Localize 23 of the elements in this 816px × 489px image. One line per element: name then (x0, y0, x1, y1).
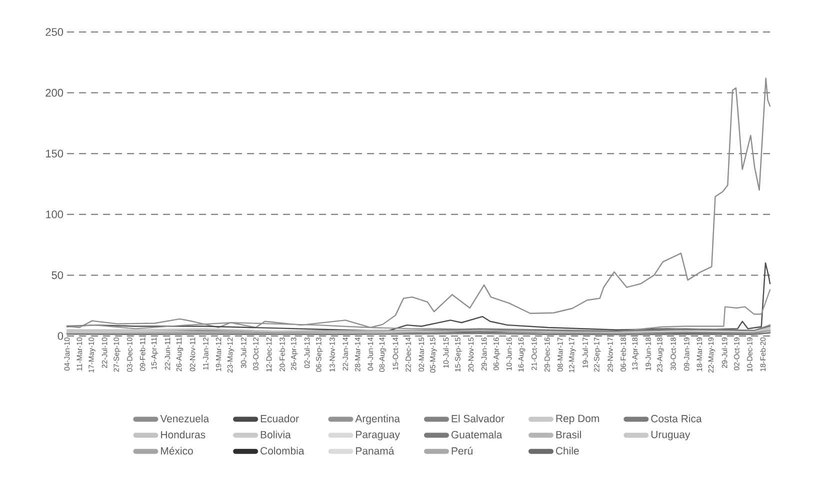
legend-label: Uruguay (651, 430, 690, 440)
legend-label: Ecuador (260, 414, 299, 422)
y-tick-label: 250 (46, 28, 64, 36)
legend-label: Costa Rica (651, 414, 702, 422)
legend-label: Guatemala (452, 430, 502, 438)
legend-label: Chile (556, 446, 579, 455)
legend-label: Paraguay (356, 430, 400, 440)
legend-label: Honduras (161, 430, 206, 438)
y-tick-label: 200 (46, 88, 64, 97)
legend-label: Venezuela (160, 414, 210, 422)
legend-label: Argentina (355, 414, 400, 424)
y-tick-label: 150 (46, 150, 64, 158)
legend-label: Bolivia (260, 430, 291, 438)
y-tick-label: 100 (46, 210, 64, 218)
y-tick-label: 50 (52, 271, 64, 280)
legend-label: El Salvador (452, 414, 504, 422)
legend-label: Rep Dom (556, 414, 599, 424)
legend-label: Brasil (556, 430, 581, 438)
legend-label: México (161, 446, 193, 455)
legend-label: Perú (452, 446, 472, 455)
legend-label: Colombia (260, 446, 304, 455)
legend-label: Panamá (356, 446, 394, 455)
y-tick-label: 0 (58, 332, 64, 340)
